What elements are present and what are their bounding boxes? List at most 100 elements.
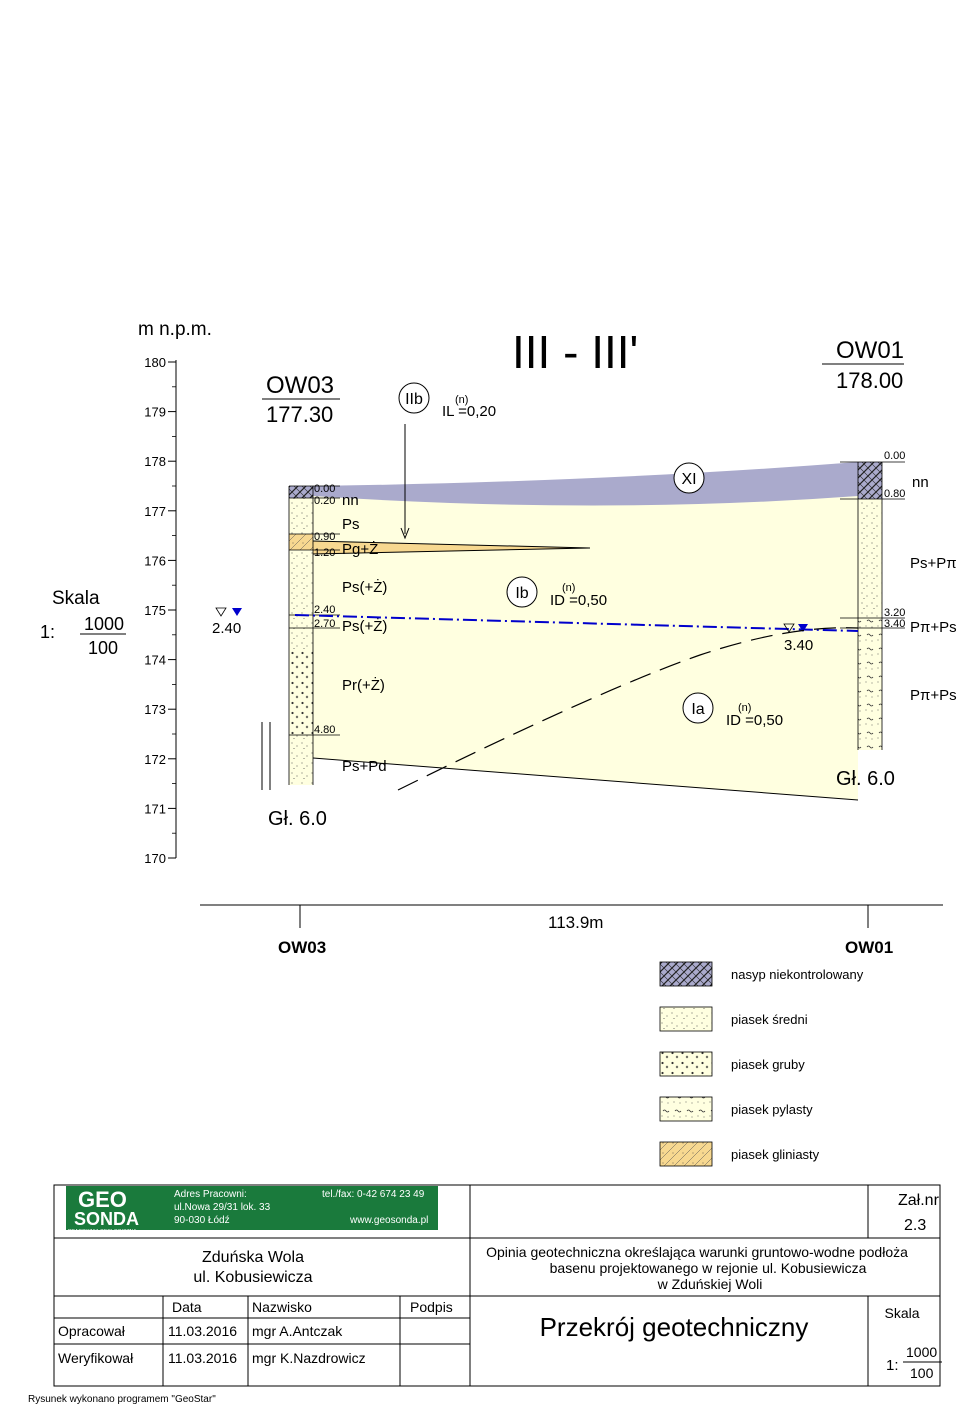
borehole-ow03-elevation: 177.30 (266, 402, 333, 427)
axis-tick-label: 178 (144, 454, 166, 469)
tb-scale-vertical: 100 (910, 1365, 934, 1381)
ow03-column-nasyp (289, 486, 313, 498)
legend-label-pylasty: piasek pylasty (731, 1102, 813, 1117)
distance-label: 113.9m (548, 913, 603, 932)
legend-label-gruby: piasek gruby (731, 1057, 805, 1072)
borehole-ow01-name: OW01 (836, 337, 904, 364)
ow01-litho-3: Pπ+Ps (910, 687, 957, 704)
address-line1: ul.Nowa 29/31 lok. 33 (174, 1202, 271, 1213)
header-name: Nazwisko (252, 1299, 312, 1315)
water-level-icon-ow03 (215, 607, 227, 617)
axis-tick-label: 171 (144, 801, 166, 816)
borehole-ow01-elevation: 178.00 (836, 368, 903, 393)
water-level-icon-ow01 (783, 623, 795, 633)
ow03-litho-6: Ps+Pd (342, 758, 387, 775)
layer-marker-ib-sup: (n) (562, 582, 575, 594)
ow03-litho-5: Pr(+Ż) (342, 676, 385, 694)
layer-marker-ib-id: Ib (515, 585, 528, 602)
ow01-lithology-labels: nn Ps+Pπ Pπ+Ps Pπ+Ps (910, 474, 957, 704)
ow01-depth-2: 3.20 (884, 607, 905, 619)
ow03-litho-4: Ps(+Ż) (342, 617, 387, 635)
layer-marker-iib: IIb (n) IL =0,20 (398, 382, 496, 540)
legend-label-nasyp: nasyp niekontrolowany (731, 967, 864, 982)
layer-marker-ia: Ia (n) ID =0,50 (682, 692, 783, 729)
title-block: GEO SONDA PRACOWNIA GEOLOGICZNA Adres Pr… (53, 1184, 942, 1387)
prepared-date: 11.03.2016 (168, 1323, 237, 1339)
ow01-depth-1: 0.80 (884, 488, 905, 500)
layer-marker-xi-id: XI (681, 471, 696, 488)
ow03-column-sredni (289, 498, 313, 534)
ow01-depth-0: 0.00 (884, 450, 905, 462)
header-signature: Podpis (410, 1299, 453, 1315)
ow03-depth-2: 0.90 (314, 531, 335, 543)
verified-name: mgr K.Nazdrowicz (252, 1350, 366, 1366)
website: www.geosonda.pl (349, 1215, 428, 1226)
ow03-litho-3: Ps(+Ż) (342, 578, 387, 596)
layer-fills (312, 462, 859, 801)
logo-geo-text: GEO (78, 1187, 127, 1212)
layer-marker-ib-param: ID =0,50 (550, 592, 607, 609)
ow01-column-pylasty (858, 618, 882, 750)
distance-ow03-name: OW03 (278, 938, 326, 957)
water-table: 2.40 3.40 (212, 607, 859, 654)
ow01-column-nasyp (858, 462, 882, 499)
inferred-boundary (397, 627, 859, 791)
description-line2: basenu projektowanego w rejonie ul. Kobu… (550, 1260, 867, 1276)
fill-layer-nasyp (313, 462, 858, 506)
ow03-depth-4: 2.40 (314, 604, 335, 616)
logo-sonda-text: SONDA (74, 1209, 139, 1229)
ow01-water-level: 3.40 (784, 637, 813, 654)
ow01-depth-3: 3.40 (884, 618, 905, 630)
ow01-column-sredni (858, 499, 882, 618)
water-table-line (294, 614, 859, 632)
section-scale-horizontal: 1000 (84, 614, 124, 634)
geosonda-logo: GEO SONDA PRACOWNIA GEOLOGICZNA Adres Pr… (66, 1186, 438, 1235)
tb-scale-horizontal: 1000 (906, 1344, 937, 1360)
ow03-column-sredni-3 (289, 735, 313, 785)
borehole-ow03-header: OW03 177.30 (262, 372, 340, 427)
ow01-litho-1: Ps+Pπ (910, 555, 957, 572)
layer-marker-iib-sup: (n) (455, 394, 468, 406)
logo-subtitle: PRACOWNIA GEOLOGICZNA (68, 1229, 137, 1235)
elevation-axis: 180 179 178 177 176 175 174 173 172 171 170 (144, 355, 177, 866)
legend-swatch-sredni (659, 1006, 713, 1032)
distance-ow01-name: OW01 (845, 938, 893, 957)
section-title: III - III' (512, 326, 638, 378)
ow03-litho-2: Pg+Ż (342, 540, 378, 558)
location-line1: Zduńska Wola (202, 1249, 304, 1266)
layer-marker-ia-circle (682, 692, 714, 724)
attachment-number: 2.3 (904, 1217, 926, 1234)
description-line1: Opinia geotechniczna określająca warunki… (486, 1244, 908, 1260)
layer-marker-ib-circle (506, 576, 538, 608)
address-label: Adres Pracowni: (174, 1189, 247, 1200)
layer-marker-ia-sup: (n) (738, 702, 751, 714)
layer-marker-iib-id: IIb (405, 391, 423, 408)
borehole-ow03-column (261, 486, 314, 790)
legend-swatch-pylasty (659, 1096, 713, 1122)
ow01-litho-0: nn (912, 474, 929, 491)
location-line2: ul. Kobusiewicza (193, 1269, 312, 1286)
layer-marker-xi-circle (673, 462, 705, 494)
description-line3: w Zduńskiej Woli (657, 1276, 763, 1292)
axis-tick-label: 170 (144, 851, 166, 866)
section-scale-prefix: 1: (40, 622, 55, 642)
ow03-final-depth: Gł. 6.0 (268, 808, 327, 830)
ow03-depth-1: 0.20 (314, 495, 335, 507)
title-block-frame (53, 1184, 941, 1387)
section-scale: Skala 1: 1000 100 (40, 588, 126, 658)
borehole-ow03-name: OW03 (266, 372, 334, 399)
layer-marker-ia-id: Ia (691, 701, 704, 718)
axis-tick-label: 177 (144, 504, 166, 519)
tb-scale-prefix: 1: (886, 1357, 899, 1374)
legend: nasyp niekontrolowany piasek średni pias… (659, 961, 864, 1167)
ow03-water-level: 2.40 (212, 620, 241, 637)
header-date: Data (172, 1299, 202, 1315)
ow03-depth-5: 2.70 (314, 618, 335, 630)
axis-tick-label: 176 (144, 553, 166, 568)
legend-label-sredni: piasek średni (731, 1012, 808, 1027)
axis-tick-label: 175 (144, 603, 166, 618)
axis-tick-label: 180 (144, 355, 166, 370)
ow01-final-depth: Gł. 6.0 (836, 768, 895, 790)
axis-tick-label: 172 (144, 752, 166, 767)
